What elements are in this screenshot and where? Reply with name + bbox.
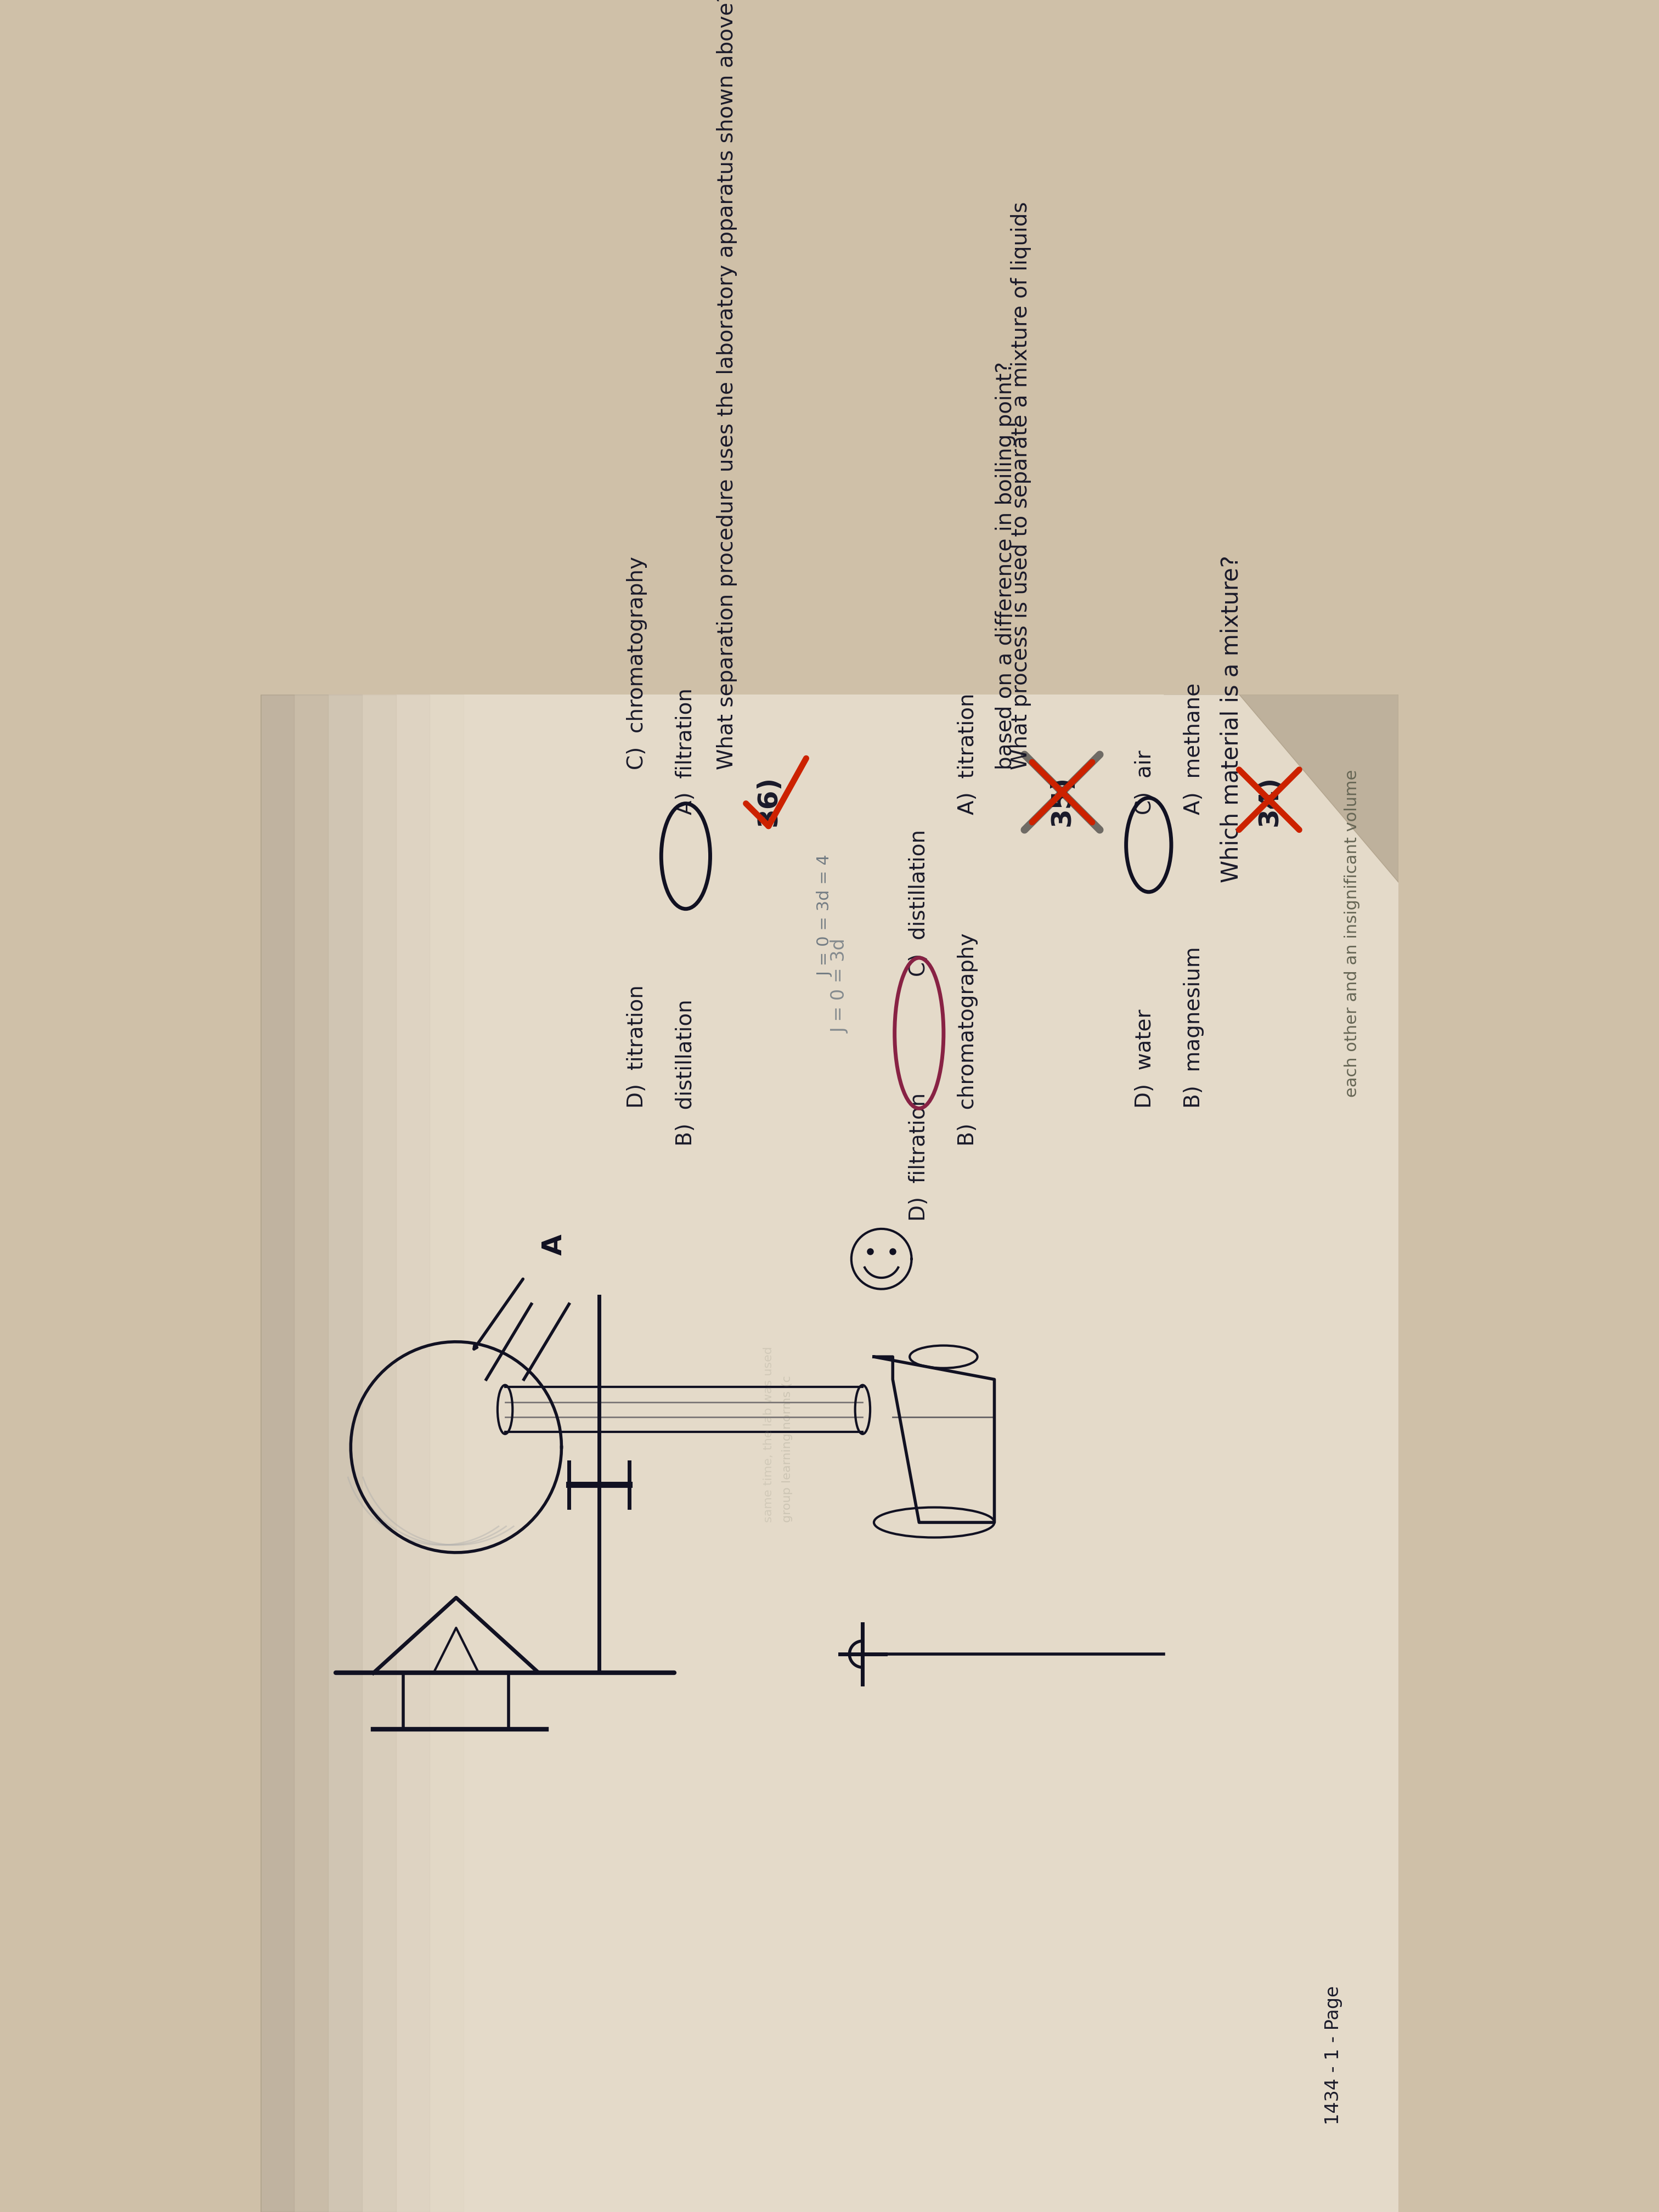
Text: based on a difference in boiling point?: based on a difference in boiling point? [995,361,1015,770]
Bar [260,695,430,2212]
Text: What process is used to separate a mixture of liquids: What process is used to separate a mixtu… [1010,201,1032,770]
Text: each other and an insignificant volume: each other and an insignificant volume [1344,770,1360,1097]
Text: J = 0 = 3d: J = 0 = 3d [831,938,849,1033]
Text: 35): 35) [1048,776,1075,825]
Text: C)  chromatography: C) chromatography [627,555,647,770]
Bar [260,695,397,2212]
Text: 34): 34) [1256,776,1282,825]
Text: A)  methane: A) methane [1183,684,1204,814]
Text: A)  titration: A) titration [957,692,979,814]
Text: same time, the lab was used: same time, the lab was used [763,1347,775,1522]
Text: C)  distillation: C) distillation [909,830,929,978]
Bar [260,695,294,2212]
Text: 36): 36) [755,776,781,825]
Text: B)  chromatography: B) chromatography [957,933,979,1146]
Polygon shape [1163,695,1399,883]
Text: A)  filtration: A) filtration [675,688,697,814]
Text: 1434 - 1 - Page: 1434 - 1 - Page [1324,1986,1342,2126]
Text: D)  water: D) water [1135,1009,1155,1108]
Text: What separation procedure uses the laboratory apparatus shown above?: What separation procedure uses the labor… [717,0,738,770]
Bar [260,695,328,2212]
Text: B)  distillation: B) distillation [675,1000,697,1146]
Bar [260,695,498,2212]
Bar [260,695,362,2212]
Text: J = 0 = 3d = 4: J = 0 = 3d = 4 [816,854,833,978]
Text: A: A [541,1234,567,1254]
Text: Which material is a mixture?: Which material is a mixture? [1219,555,1243,883]
Bar [260,695,463,2212]
Text: D)  titration: D) titration [627,984,647,1108]
Text: D)  filtration: D) filtration [909,1093,929,1221]
Text: C)  air: C) air [1135,750,1155,814]
Text: B)  magnesium: B) magnesium [1183,947,1204,1108]
Text: group learning norms (c: group learning norms (c [781,1376,793,1522]
